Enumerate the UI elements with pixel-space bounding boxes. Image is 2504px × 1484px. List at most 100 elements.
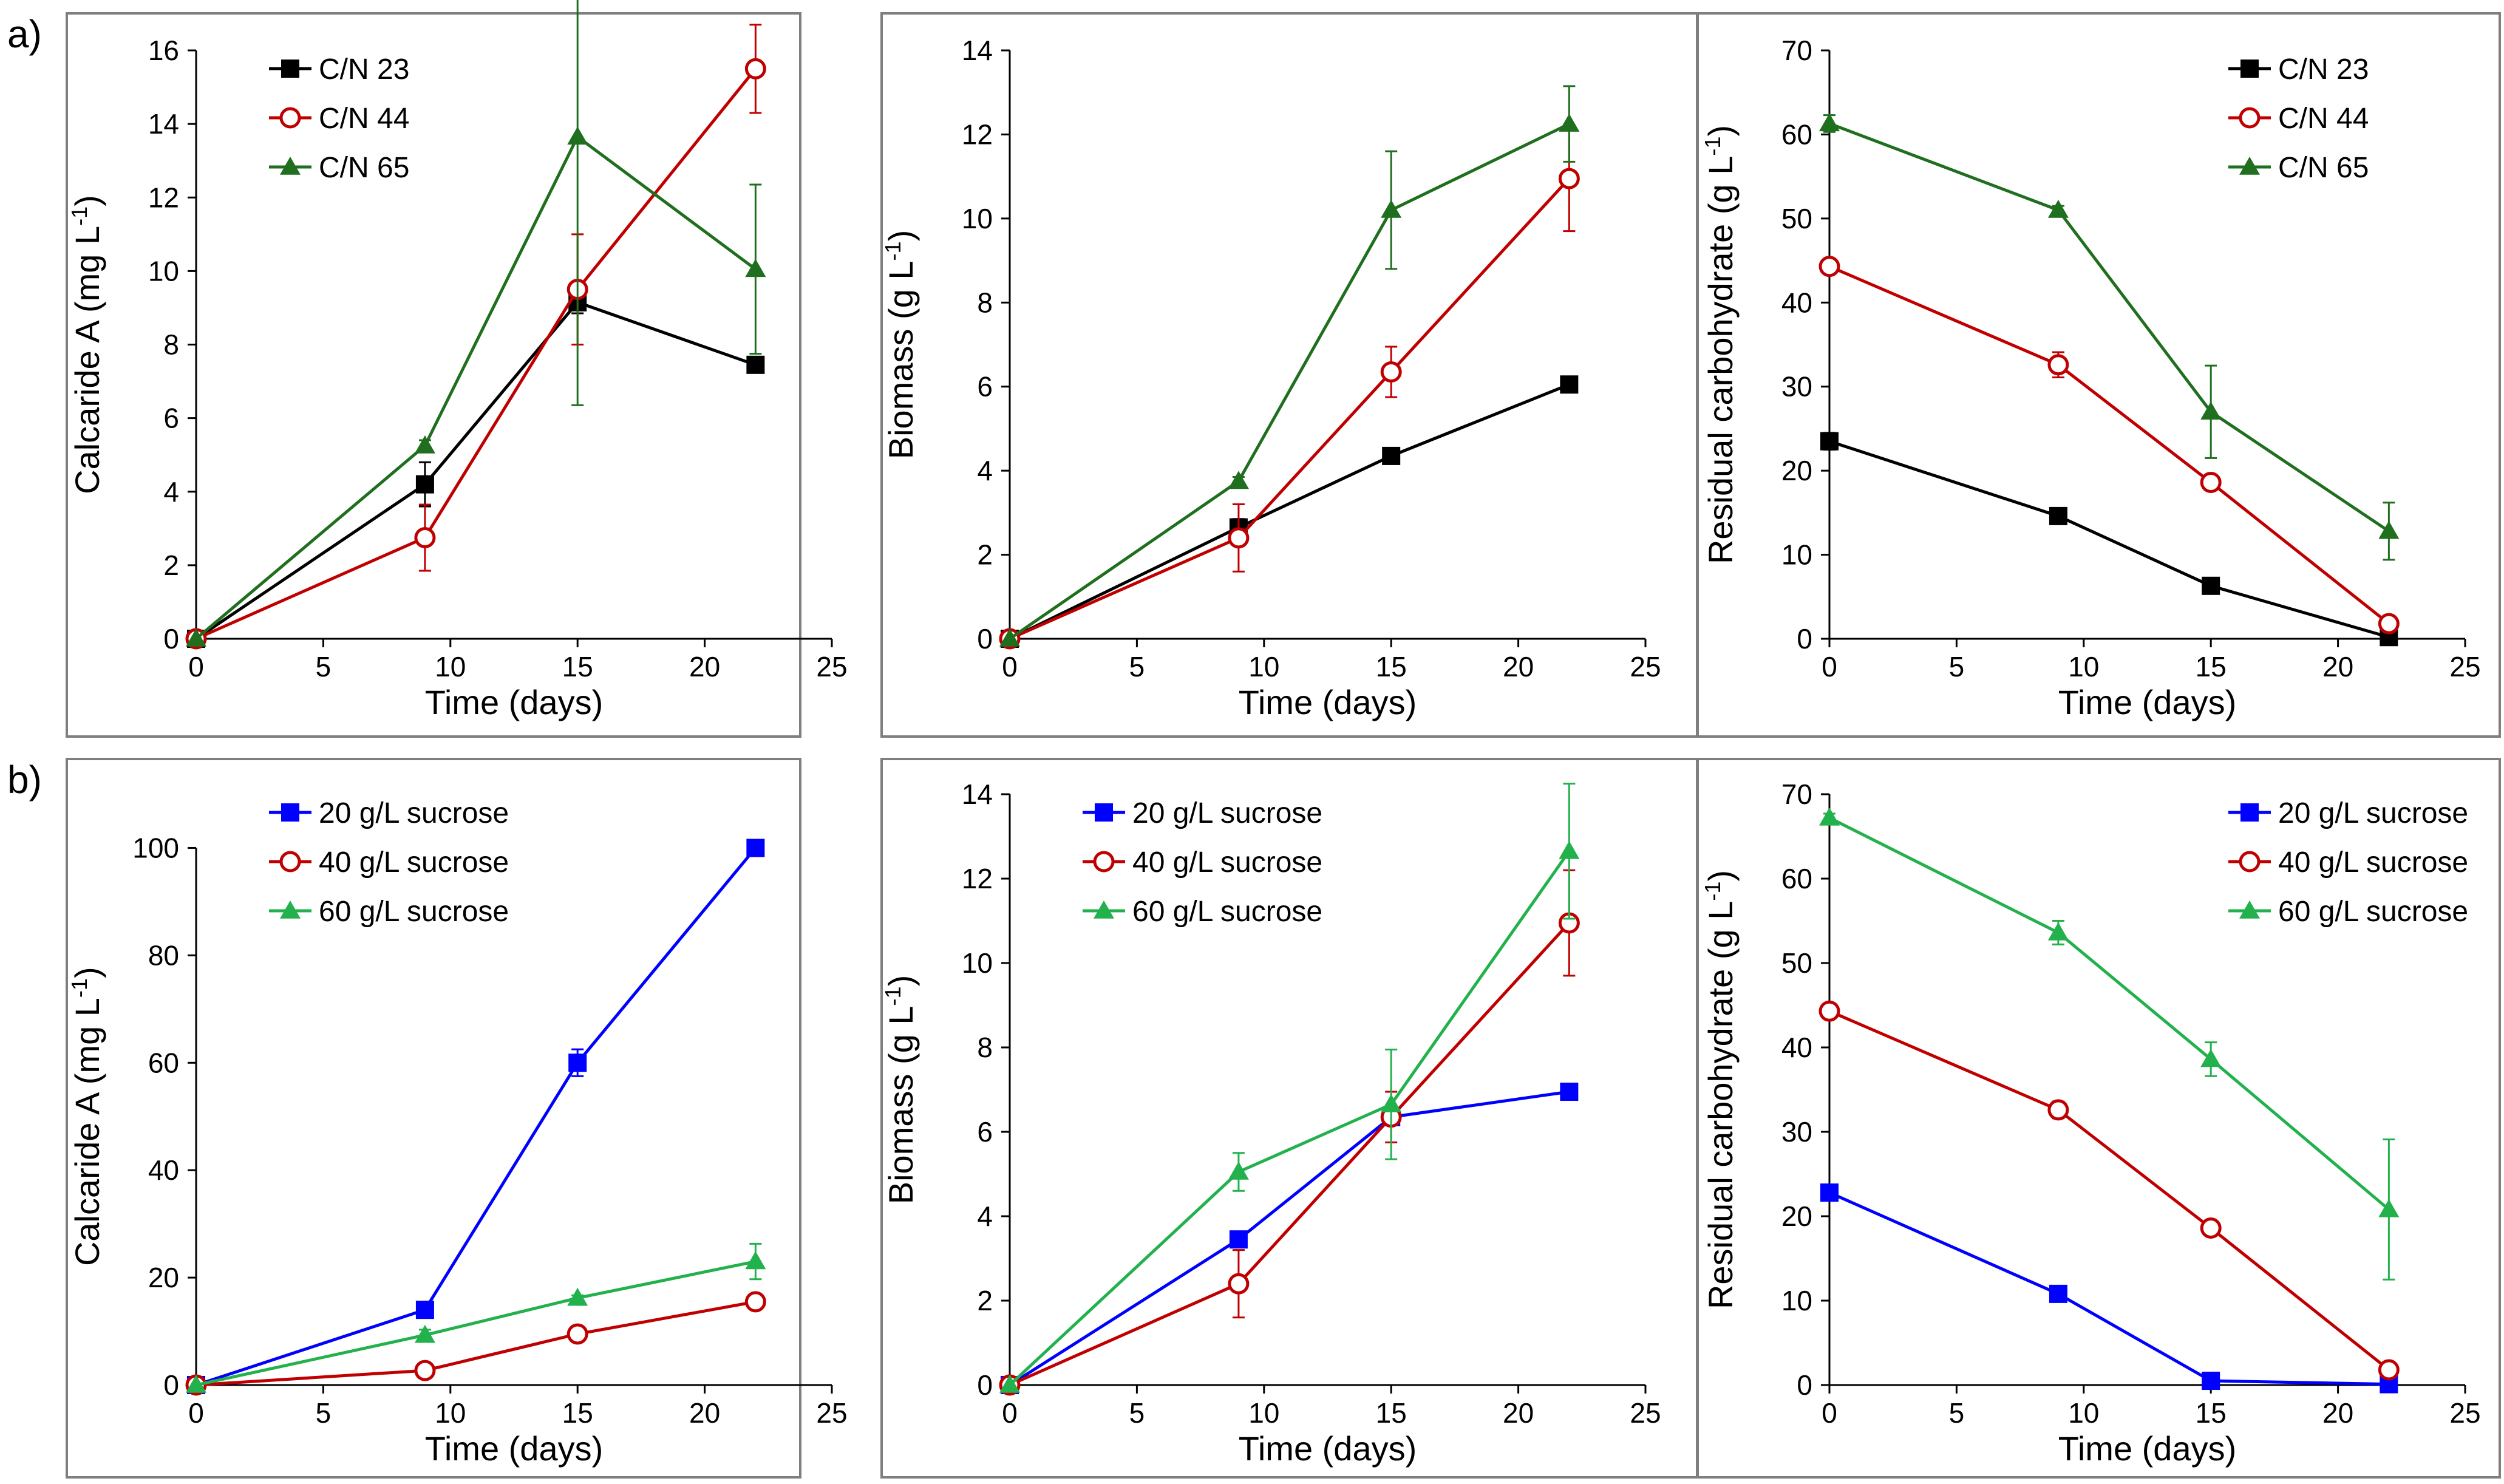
x-tick-label: 0 (188, 1397, 204, 1429)
y-tick-label: 10 (1781, 539, 1812, 571)
x-tick-label: 10 (435, 651, 466, 682)
data-point (746, 839, 765, 857)
panel-frame (66, 12, 801, 738)
legend-label: 40 g/L sucrose (319, 846, 509, 879)
y-tick-label: 50 (1781, 203, 1812, 234)
data-point (746, 355, 765, 374)
legend-marker (280, 157, 301, 175)
panel-frame (1696, 12, 2501, 738)
series-line (1009, 383, 1570, 641)
y-tick-label: 20 (148, 1262, 179, 1293)
chart-panel: 0 2 4 6 8 10 12 14 0 5 10 15 20 25 Time (days) Biomass … (880, 758, 1699, 1479)
data-point (2202, 576, 2220, 595)
data-point (1818, 256, 1840, 277)
data-point (414, 435, 435, 454)
data-point (2049, 1284, 2067, 1303)
legend: C/N 23 C/N 44 C/N 65 (269, 53, 409, 184)
row-label-b: b) (7, 758, 42, 802)
x-axis-label: Time (days) (1239, 683, 1417, 721)
series-c-n-23 (1001, 375, 1579, 648)
series-line (1828, 816, 2390, 1211)
x-tick-label: 5 (1129, 651, 1145, 682)
data-point (1228, 471, 1249, 489)
legend-label: C/N 65 (2278, 152, 2369, 184)
x-tick-label: 10 (2068, 1397, 2099, 1429)
data-point (414, 526, 436, 548)
legend-marker (2239, 851, 2261, 873)
data-point (1228, 1162, 1249, 1180)
data-point (2378, 613, 2400, 635)
legend-label: C/N 23 (319, 53, 409, 86)
x-tick-label: 10 (1248, 651, 1279, 682)
legend-marker (2240, 803, 2259, 822)
y-tick-label: 20 (1781, 455, 1812, 486)
x-axis-label: Time (days) (1239, 1429, 1417, 1468)
x-tick-label: 10 (435, 1397, 466, 1429)
data-point (415, 475, 434, 494)
data-point (2047, 1099, 2069, 1121)
data-point (2049, 506, 2067, 525)
data-point (2378, 1199, 2400, 1217)
legend-marker (281, 803, 299, 822)
series-line (195, 134, 757, 640)
y-tick-label: 50 (1781, 947, 1812, 979)
series-c-n-65 (999, 85, 1580, 647)
x-tick-label: 15 (1376, 1397, 1407, 1429)
y-axis-label: Residual carbohydrate (g L-1) (1700, 125, 1740, 564)
y-axis-label: Biomass (g L-1) (880, 230, 920, 459)
y-tick-label: 8 (977, 1032, 993, 1063)
legend-label: C/N 44 (319, 103, 409, 135)
x-tick-label: 25 (816, 651, 847, 682)
legend-marker (1095, 803, 1113, 822)
data-point (1382, 446, 1401, 465)
y-tick-label: 14 (962, 35, 993, 66)
y-tick-label: 14 (148, 108, 179, 140)
series-line (196, 1260, 756, 1387)
data-point (566, 1323, 588, 1345)
y-tick-label: 60 (1781, 863, 1812, 894)
panel-frame (880, 12, 1699, 738)
data-point (1819, 113, 1840, 132)
x-tick-label: 25 (2449, 1397, 2480, 1429)
series-line (196, 846, 757, 1387)
y-tick-label: 10 (1781, 1285, 1812, 1316)
data-point (1229, 1230, 1248, 1249)
y-tick-label: 8 (163, 329, 179, 361)
data-point (415, 1301, 434, 1319)
series-c-n-65 (186, 0, 766, 647)
data-point (2202, 1372, 2220, 1390)
x-axis-label: Time (days) (425, 683, 604, 721)
series-c-n-65 (1819, 113, 2400, 561)
legend-label: C/N 23 (2278, 53, 2369, 86)
y-tick-label: 4 (163, 476, 179, 508)
y-tick-label: 6 (163, 403, 179, 434)
data-point (567, 1287, 588, 1306)
y-tick-label: 12 (962, 118, 993, 150)
data-point (744, 1291, 766, 1313)
legend-marker (279, 851, 301, 873)
data-point (2378, 1359, 2400, 1381)
data-point (2378, 520, 2400, 539)
legend-marker (2239, 107, 2261, 129)
y-tick-label: 4 (977, 455, 993, 486)
legend-label: 20 g/L sucrose (319, 797, 509, 829)
legend-marker (2240, 60, 2259, 78)
series-line (195, 300, 757, 641)
y-tick-label: 70 (1781, 35, 1812, 66)
data-point (568, 1053, 587, 1072)
x-tick-label: 5 (316, 1397, 332, 1429)
series-line (1829, 440, 2390, 639)
y-tick-label: 4 (977, 1200, 993, 1232)
y-axis-label: Residual carbohydrate (g L-1) (1700, 870, 1740, 1309)
legend-marker (281, 60, 299, 78)
x-tick-label: 10 (2068, 651, 2099, 682)
x-tick-label: 20 (1503, 651, 1534, 682)
row-label-a: a) (7, 12, 42, 56)
y-tick-label: 10 (962, 203, 993, 234)
data-point (1819, 807, 1840, 826)
data-point (2047, 922, 2069, 941)
x-tick-label: 15 (562, 1397, 593, 1429)
series-line (195, 67, 757, 641)
legend-marker (1094, 900, 1114, 919)
y-tick-label: 60 (148, 1047, 179, 1078)
